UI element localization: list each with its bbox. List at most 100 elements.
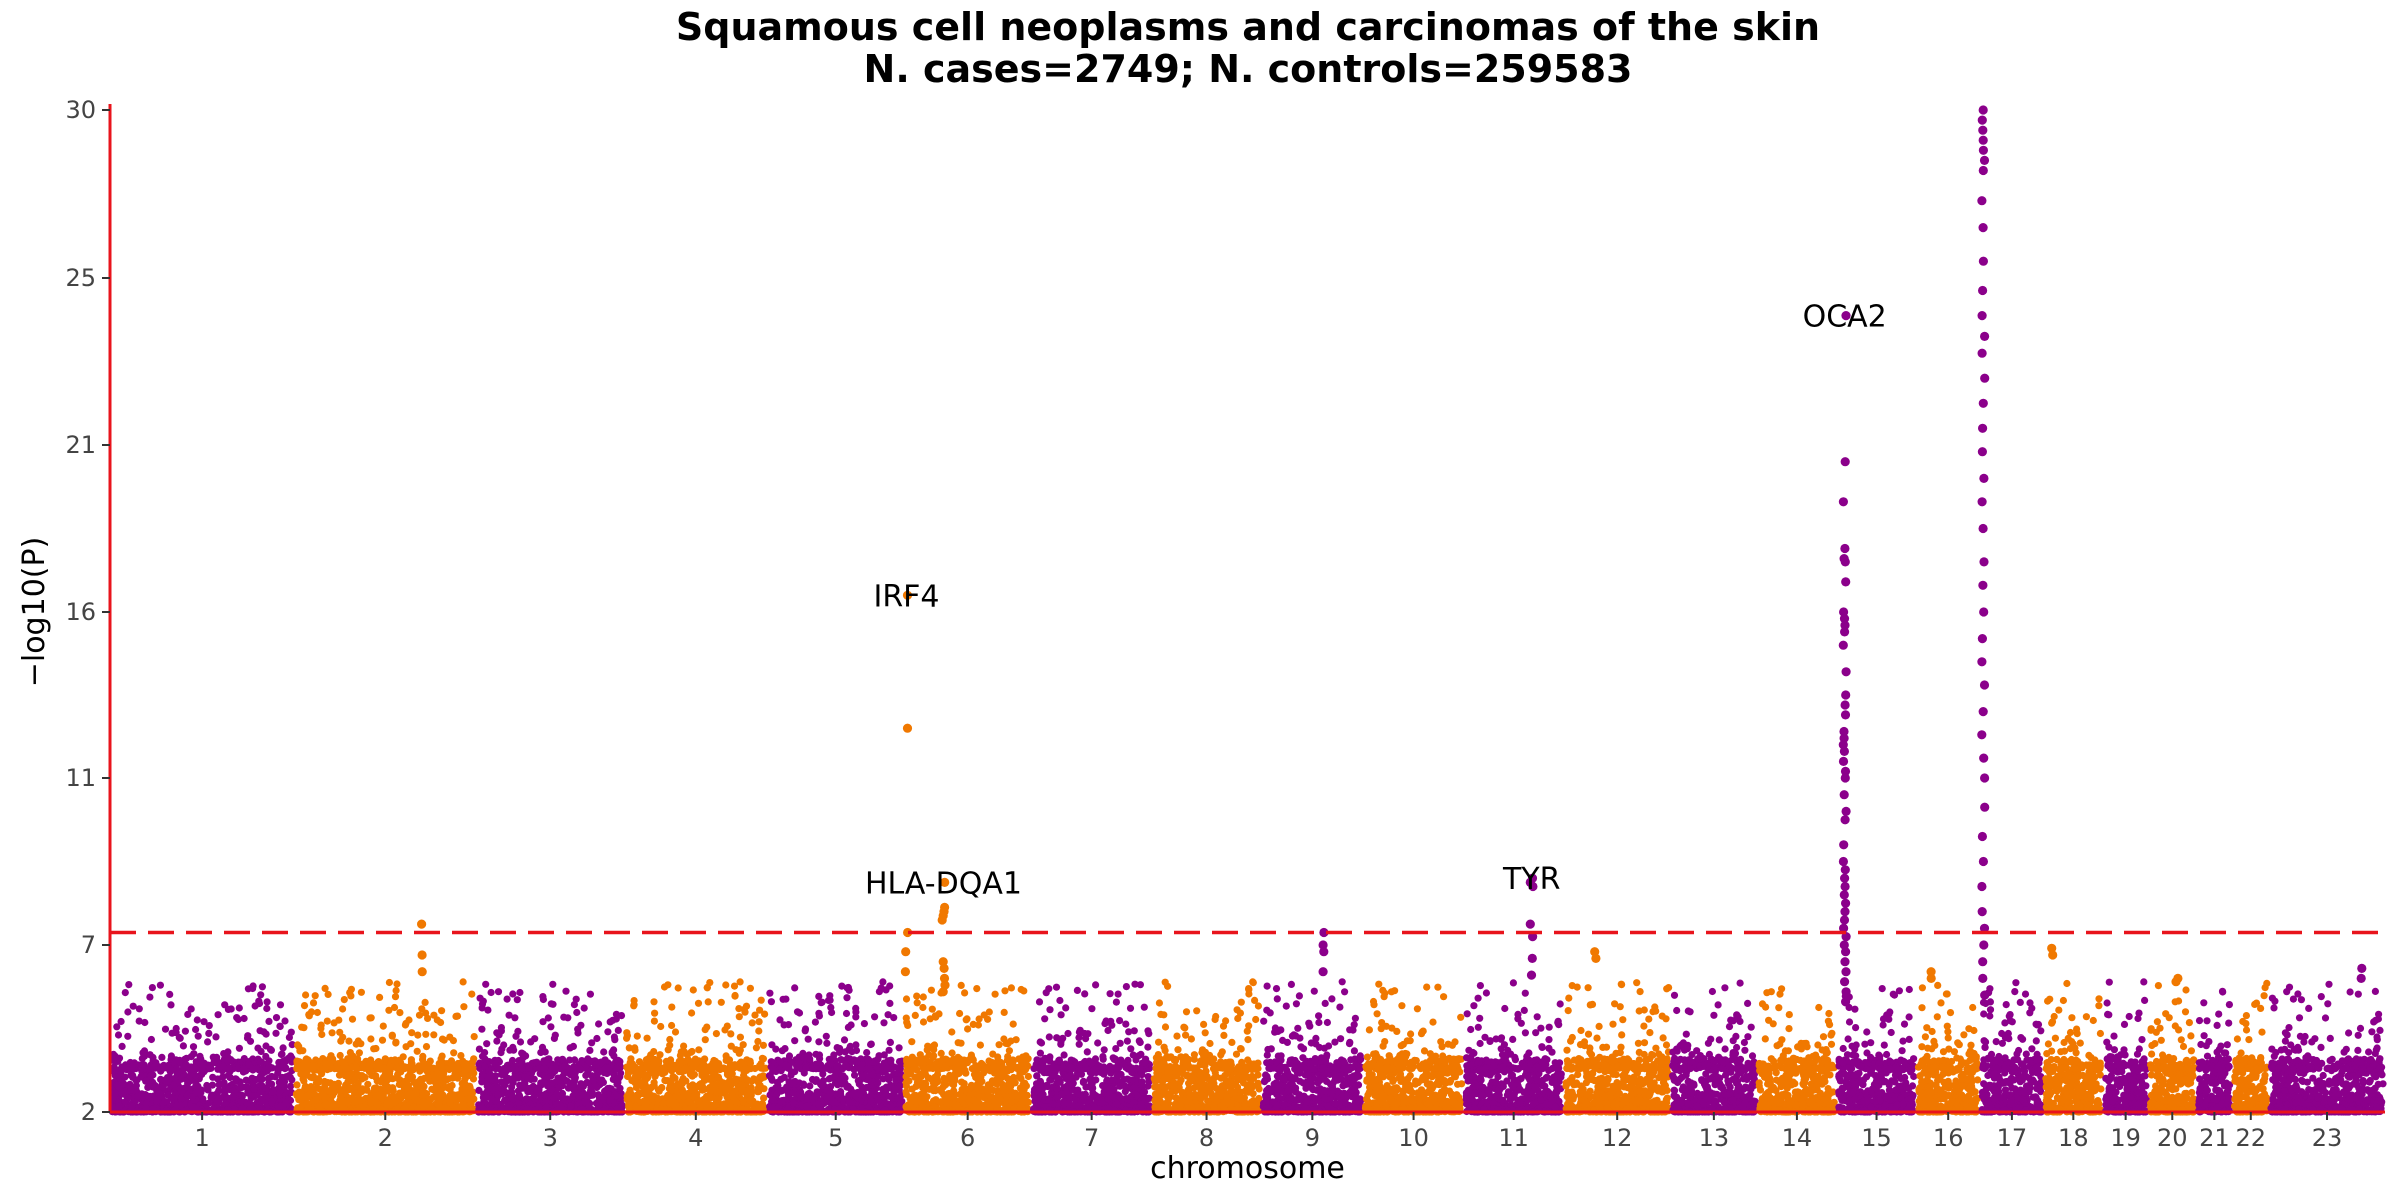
snp-point xyxy=(493,1037,501,1045)
snp-point xyxy=(853,1057,861,1065)
snp-point xyxy=(265,1017,273,1025)
snp-point xyxy=(318,1030,326,1039)
snp-point xyxy=(176,1102,185,1110)
snp-point xyxy=(199,1065,207,1073)
snp-point xyxy=(420,1063,428,1071)
snp-point xyxy=(791,1037,799,1045)
snp-point xyxy=(541,1079,549,1087)
snp-point xyxy=(158,1053,166,1061)
snp-point xyxy=(379,1022,387,1030)
snp-point xyxy=(657,1022,665,1031)
snp-point xyxy=(399,1053,407,1061)
snp-point xyxy=(271,1073,279,1081)
snp-point xyxy=(287,1082,295,1090)
snp-point xyxy=(124,1032,132,1040)
snp-point xyxy=(614,1078,622,1086)
snp-point xyxy=(576,1065,584,1073)
snp-point xyxy=(235,1004,243,1012)
snp-point xyxy=(630,1001,638,1009)
snp-point xyxy=(695,1046,703,1054)
snp-point xyxy=(395,1080,403,1089)
snp-point xyxy=(660,983,669,991)
snp-point xyxy=(266,1045,275,1053)
snp-point xyxy=(311,992,319,1000)
snp-point xyxy=(367,1099,375,1107)
snp-point xyxy=(637,1064,645,1073)
snp-point xyxy=(376,993,384,1002)
snp-point xyxy=(702,1064,710,1073)
snp-point xyxy=(181,1027,189,1035)
chart-title: Squamous cell neoplasms and carcinomas o… xyxy=(675,5,1821,49)
snp-point xyxy=(879,978,887,986)
snp-point xyxy=(802,1102,810,1110)
snp-point xyxy=(115,1102,123,1110)
snp-point xyxy=(304,1056,312,1064)
snp-point xyxy=(393,980,401,988)
snp-point xyxy=(192,1082,200,1090)
snp-point xyxy=(483,1073,491,1081)
snp-point xyxy=(656,1051,664,1059)
snp-point xyxy=(516,1093,524,1101)
snp-point xyxy=(731,991,739,1000)
snp-point xyxy=(172,1029,180,1037)
snp-point xyxy=(843,984,851,992)
snp-point xyxy=(769,1096,777,1104)
snp-point xyxy=(815,1038,823,1046)
snp-point xyxy=(414,1031,422,1039)
snp-point xyxy=(367,1035,375,1043)
snp-point xyxy=(586,990,595,998)
chromosome-3-points xyxy=(474,980,626,1116)
snp-point xyxy=(438,1035,447,1043)
snp-point xyxy=(781,1045,789,1053)
snp-point xyxy=(506,1046,514,1054)
snp-point xyxy=(191,1071,199,1080)
snp-point xyxy=(818,1082,826,1090)
snp-point xyxy=(276,1087,284,1095)
snp-point xyxy=(320,1092,328,1100)
snp-point xyxy=(160,1064,168,1072)
snp-point xyxy=(863,1049,871,1057)
snp-point xyxy=(504,1076,512,1085)
snp-point xyxy=(422,1030,430,1038)
snp-point xyxy=(844,1023,853,1031)
snp-point xyxy=(119,1065,127,1073)
snp-point xyxy=(206,1064,214,1072)
snp-point xyxy=(336,1028,344,1036)
snp-point xyxy=(539,993,547,1001)
snp-point xyxy=(376,1058,384,1066)
snp-point xyxy=(227,1005,235,1013)
snp-point xyxy=(309,999,318,1007)
snp-point xyxy=(140,1047,149,1055)
snp-point xyxy=(732,1075,740,1083)
snp-point xyxy=(514,1027,522,1035)
snp-point xyxy=(886,999,894,1008)
snp-point xyxy=(826,992,834,1000)
snp-point xyxy=(406,1090,414,1098)
snp-point xyxy=(790,1099,798,1107)
snp-point xyxy=(494,988,503,996)
snp-point xyxy=(249,982,257,990)
snp-point xyxy=(514,1074,522,1082)
snp-point xyxy=(819,1100,827,1108)
chart-title-block: Squamous cell neoplasms and carcinomas o… xyxy=(0,6,2400,90)
snp-point xyxy=(579,1091,587,1099)
snp-point xyxy=(184,1010,192,1019)
snp-point xyxy=(446,1033,454,1041)
snp-point xyxy=(757,996,765,1004)
snp-point xyxy=(128,1102,136,1110)
snp-point xyxy=(508,1092,516,1100)
snp-point xyxy=(482,980,490,988)
snp-point xyxy=(187,1053,195,1061)
snp-point xyxy=(516,988,524,997)
snp-point xyxy=(608,1048,616,1056)
snp-point xyxy=(146,1051,154,1059)
snp-point xyxy=(678,1080,686,1088)
snp-point xyxy=(237,1097,245,1105)
snp-point xyxy=(439,1091,447,1099)
snp-point xyxy=(810,1093,818,1102)
snp-point xyxy=(443,1084,451,1092)
snp-point xyxy=(586,1046,594,1054)
snp-point xyxy=(246,1037,255,1045)
snp-point xyxy=(339,1005,347,1013)
snp-point xyxy=(140,1052,149,1060)
